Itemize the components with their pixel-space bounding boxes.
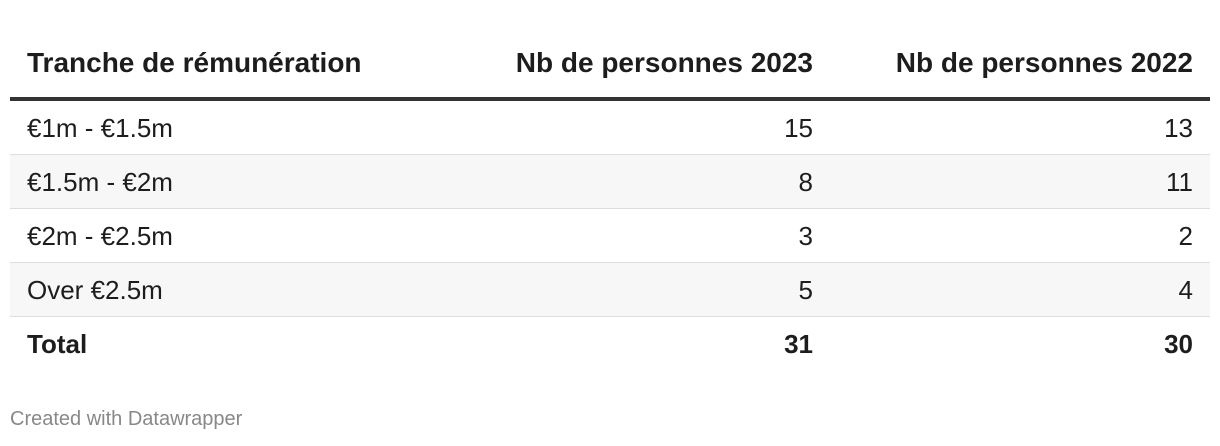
column-header: Nb de personnes 2022: [895, 47, 1193, 78]
number-cell: 3: [798, 221, 813, 251]
table-row: [10, 155, 1210, 209]
table-row: [10, 209, 1210, 263]
label-cell: €1m - €1.5m: [27, 113, 173, 143]
total-number: 31: [784, 329, 813, 359]
number-cell: 13: [1164, 113, 1193, 143]
label-cell: €2m - €2.5m: [27, 221, 173, 251]
total-number: 30: [1164, 329, 1193, 359]
label-cell: €1.5m - €2m: [27, 167, 173, 197]
number-cell: 15: [784, 113, 813, 143]
column-header: Nb de personnes 2023: [515, 47, 813, 78]
number-cell: 4: [1178, 275, 1193, 305]
number-cell: 11: [1166, 167, 1193, 197]
credit: Created with Datawrapper: [10, 408, 243, 430]
column-header: Tranche de rémunération: [27, 47, 362, 78]
number-cell: 2: [1178, 221, 1193, 251]
table-row: [10, 101, 1210, 155]
label-cell: Over €2.5m: [27, 275, 163, 305]
table-row: [10, 263, 1210, 317]
number-cell: 8: [798, 167, 813, 197]
header-rule: [10, 97, 1210, 101]
total-label: Total: [27, 329, 88, 359]
number-cell: 5: [798, 275, 813, 305]
